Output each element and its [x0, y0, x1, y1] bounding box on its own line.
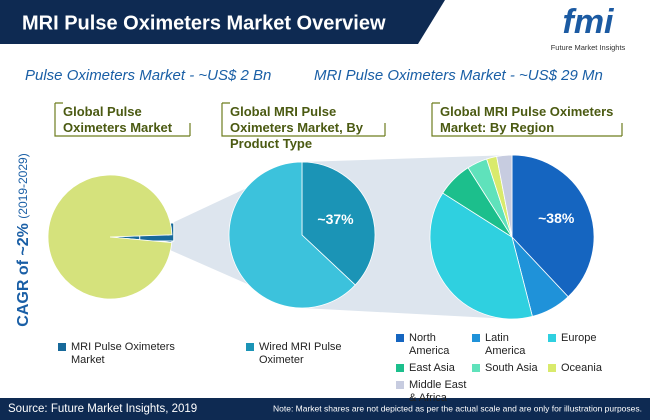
legend: MRI Pulse Oximeters Market	[58, 341, 208, 371]
header-band	[0, 0, 445, 44]
legend-item: Wired MRI Pulse Oximeter	[246, 341, 376, 367]
box-bracket	[221, 102, 386, 137]
legend-swatch	[58, 343, 66, 351]
cagr-label: CAGR of ~2% (2019-2029)	[15, 153, 32, 326]
cagr-period: (2019-2029)	[16, 153, 30, 218]
legend-swatch	[396, 364, 404, 372]
legend-item: East Asia	[396, 362, 472, 375]
pie-slice	[228, 161, 356, 309]
legend-item: Europe	[548, 332, 624, 358]
logo: fmi	[563, 3, 616, 41]
source: Source: Future Market Insights, 2019	[8, 403, 197, 415]
legend-label: Wired MRI Pulse Oximeter	[259, 341, 342, 366]
legend: Wired MRI Pulse Oximeter	[246, 341, 376, 371]
box-title: Global MRI Pulse Oximeters Market, By Pr…	[230, 104, 363, 151]
legend-item: South Asia	[472, 362, 548, 375]
cagr-main: CAGR of ~2%	[15, 223, 32, 327]
legend-label: Middle East & Africa	[409, 379, 467, 404]
legend-swatch	[548, 334, 556, 342]
value-label: ~37%	[317, 211, 354, 227]
subtitle: Pulse Oximeters Market - ~US$ 2 Bn	[25, 67, 271, 84]
legend-label: Europe	[561, 332, 597, 344]
legend-item: Latin America	[472, 332, 548, 358]
legend-swatch	[548, 364, 556, 372]
legend-label: North America	[409, 332, 450, 357]
legend-item: North America	[396, 332, 472, 358]
page-title: MRI Pulse Oximeters Market Overview	[22, 12, 386, 34]
pie-slice	[429, 192, 533, 320]
box-title: Global MRI Pulse Oximeters Market: By Re…	[440, 104, 614, 135]
legend: North America Latin America Europe East Asi…	[396, 332, 636, 409]
pie-slice	[511, 154, 595, 298]
legend-swatch	[472, 364, 480, 372]
value-label: ~38%	[538, 210, 575, 226]
legend-label: Oceania	[561, 362, 602, 374]
legend-label: East Asia	[409, 362, 455, 374]
pie-slice	[47, 174, 173, 300]
legend-item: Oceania	[548, 362, 624, 375]
note: Note: Market shares are not depicted as …	[273, 403, 642, 413]
legend-item: MRI Pulse Oximeters Market	[58, 341, 208, 367]
legend-swatch	[396, 334, 404, 342]
legend-label: South Asia	[485, 362, 538, 374]
legend-label: Latin America	[485, 332, 526, 357]
legend-item: Middle East & Africa	[396, 379, 472, 405]
legend-swatch	[472, 334, 480, 342]
legend-swatch	[246, 343, 254, 351]
legend-label: MRI Pulse Oximeters Market	[71, 341, 175, 366]
pie-slice	[496, 154, 513, 238]
pie-slice	[301, 161, 376, 286]
box-bracket	[54, 102, 191, 137]
legend-swatch	[396, 381, 404, 389]
box-bracket	[431, 102, 623, 137]
logo-caption: Future Market Insights	[551, 43, 626, 52]
subtitle: MRI Pulse Oximeters Market - ~US$ 29 Mn	[314, 67, 603, 84]
footer-band	[0, 398, 650, 420]
box-title: Global Pulse Oximeters Market	[63, 104, 173, 135]
